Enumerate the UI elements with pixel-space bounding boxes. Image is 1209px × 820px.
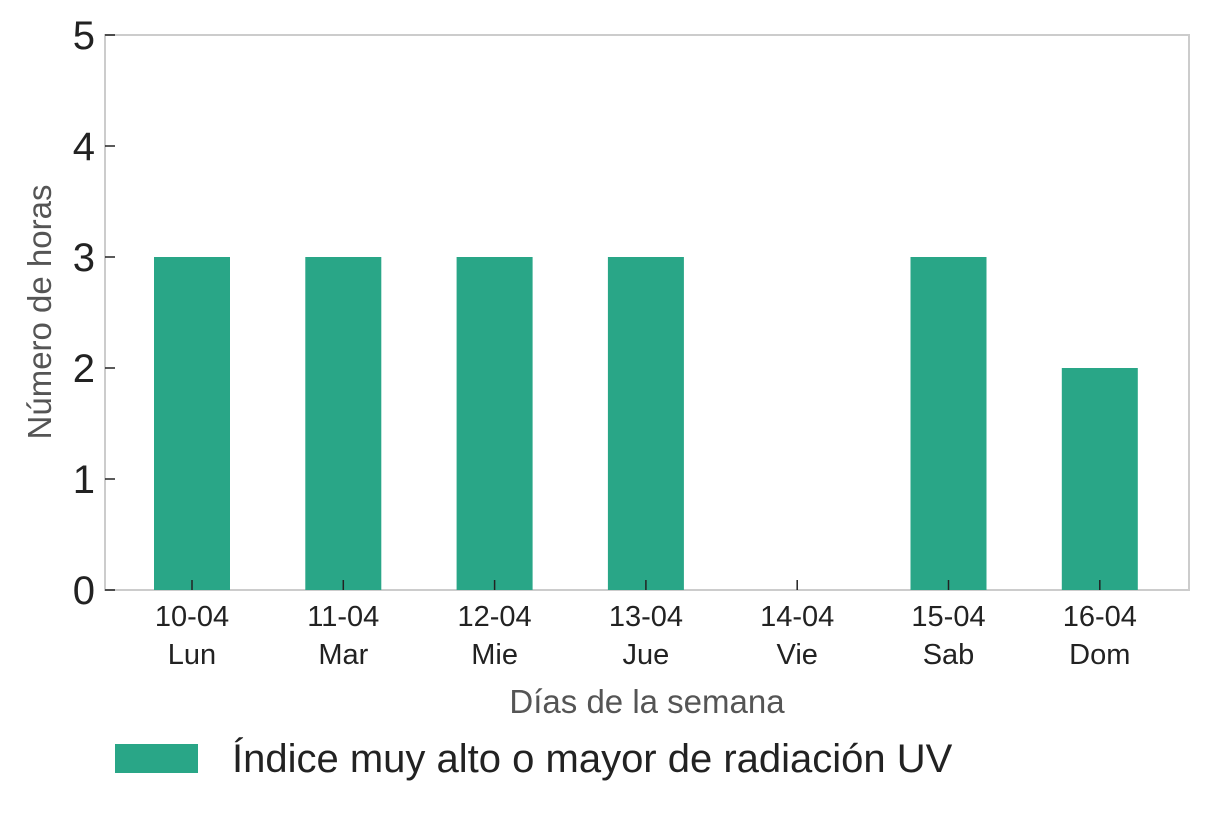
ticks-layer: 10-04 Lun 11-04 Mar 12-04 Mie 13-04 Jue 14-04 Vie… [73,14,1137,671]
y-axis-title: Número de horas [21,185,58,440]
x-tick-label-date: 11-04 [307,601,379,633]
x-tick-label-day: Mie [471,639,518,671]
x-tick-label-date: 14-04 [760,601,834,633]
y-tick-label: 0 [73,569,95,613]
bar-10-04 [154,257,230,590]
y-tick-label: 1 [73,458,95,502]
y-tick-label: 5 [73,14,95,58]
bar-16-04 [1061,368,1138,590]
x-tick-label-day: Dom [1069,639,1130,671]
x-tick-label-date: 12-04 [458,601,532,633]
bars-layer [154,257,1138,590]
bar-15-04 [910,257,987,590]
x-axis-title: Días de la semana [509,683,785,720]
x-tick-label-day: Sab [923,639,975,671]
x-tick-label-day: Lun [168,639,216,671]
x-tick-label-date: 10-04 [155,601,229,633]
bar-12-04 [456,257,533,590]
x-tick-label-date: 16-04 [1063,601,1137,633]
x-tick-label-date: 13-04 [609,601,683,633]
bar-13-04 [607,257,684,590]
y-tick-label: 4 [73,125,95,169]
x-tick-label-date: 15-04 [911,601,985,633]
x-tick-label-day: Vie [777,639,818,671]
x-tick-label-day: Mar [318,639,368,671]
y-tick-label: 3 [73,236,95,280]
legend: Índice muy alto o mayor de radiación UV [115,736,953,781]
legend-swatch [115,744,198,773]
bar-11-04 [305,257,382,590]
legend-label: Índice muy alto o mayor de radiación UV [232,736,953,781]
x-tick-label-day: Jue [623,639,670,671]
y-tick-label: 2 [73,347,95,391]
